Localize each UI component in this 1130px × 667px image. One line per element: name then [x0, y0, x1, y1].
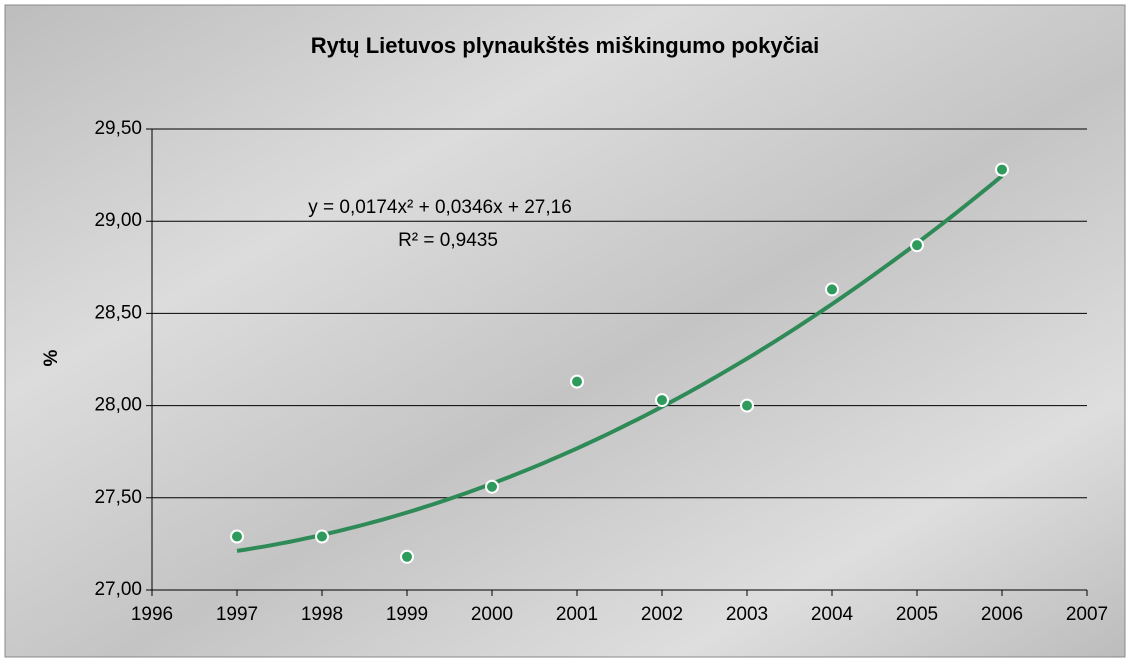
point — [315, 529, 329, 544]
point — [400, 549, 414, 564]
point — [995, 162, 1009, 177]
chart-title: Rytų Lietuvos plynaukštės miškingumo pok… — [311, 33, 820, 58]
y-axis-label: % — [41, 349, 62, 366]
x-tick-label: 1998 — [301, 604, 343, 625]
y-tick-label: 28,50 — [94, 302, 142, 323]
point — [655, 393, 669, 408]
trend-equation: y = 0,0174x² + 0,0346x + 27,16 — [308, 197, 572, 218]
x-tick-label: 2002 — [641, 604, 683, 625]
x-tick-label: 2001 — [556, 604, 598, 625]
point — [740, 398, 754, 413]
x-tick-label: 2006 — [981, 604, 1023, 625]
trendline — [236, 174, 1004, 553]
x-tick-label: 1999 — [386, 604, 428, 625]
x-tick-label: 2007 — [1066, 604, 1108, 625]
x-tick-label: 2004 — [811, 604, 854, 625]
background — [4, 4, 1126, 658]
y-tick-label: 28,00 — [94, 395, 142, 416]
trend-r2: R² = 0,9435 — [398, 230, 498, 251]
x-tick-label: 2000 — [471, 604, 513, 625]
y-tick-label: 27,00 — [94, 579, 142, 600]
point — [485, 479, 499, 494]
y-tick-label: 29,00 — [94, 210, 142, 231]
x-tick-label: 2005 — [896, 604, 938, 625]
y-tick-label: 27,50 — [94, 487, 142, 508]
point — [825, 282, 839, 297]
y-tick-label: 29,50 — [94, 118, 142, 139]
point — [230, 529, 244, 544]
point — [910, 238, 924, 253]
x-tick-label: 2003 — [726, 604, 768, 625]
x-tick-label: 1997 — [216, 604, 258, 625]
x-tick-label: 1996 — [131, 604, 173, 625]
point — [570, 374, 584, 389]
